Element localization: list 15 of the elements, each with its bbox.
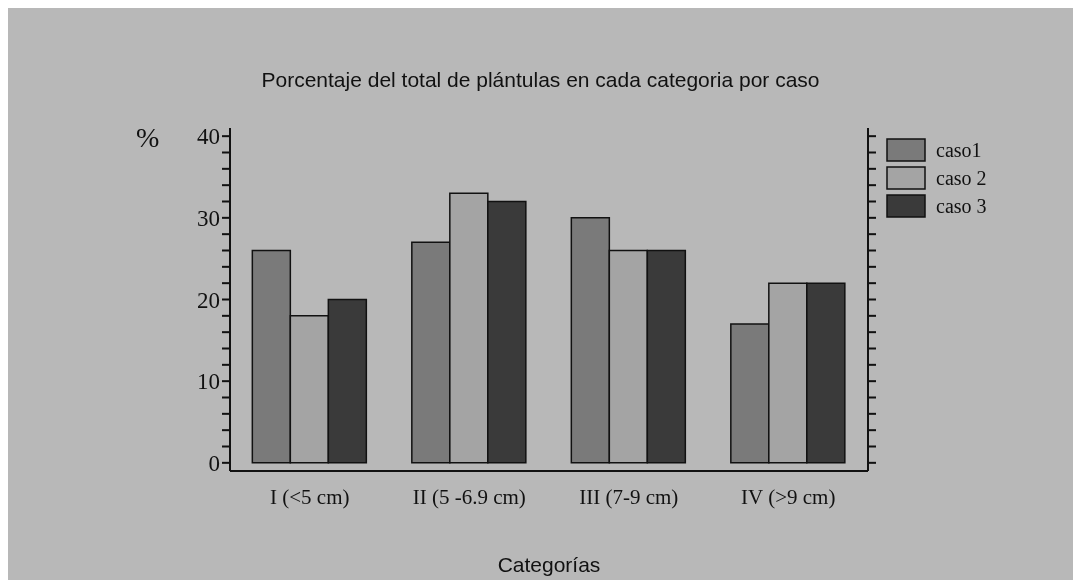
y-tick-label: 30	[197, 206, 220, 231]
chart-title: Porcentaje del total de plántulas en cada categoria por caso	[260, 68, 821, 92]
y-tick-label: 20	[197, 287, 220, 313]
x-axis-title: Categorías	[496, 553, 602, 577]
x-tick-label: III (7-9 cm)	[579, 484, 679, 509]
y-tick-label: 40	[197, 124, 220, 150]
x-tick-label: IV (>9 cm)	[741, 484, 836, 509]
x-tick-label: II (5 -6.9 cm)	[412, 484, 526, 509]
x-tick-label: I (<5 cm)	[270, 484, 350, 509]
y-tick-label: 0	[208, 451, 220, 476]
y-tick-label: 10	[197, 369, 220, 395]
legend-label: caso 3	[936, 194, 987, 218]
y-axis-title: %	[136, 122, 160, 154]
legend-label: caso 2	[936, 166, 987, 190]
legend-label: caso1	[936, 138, 982, 162]
